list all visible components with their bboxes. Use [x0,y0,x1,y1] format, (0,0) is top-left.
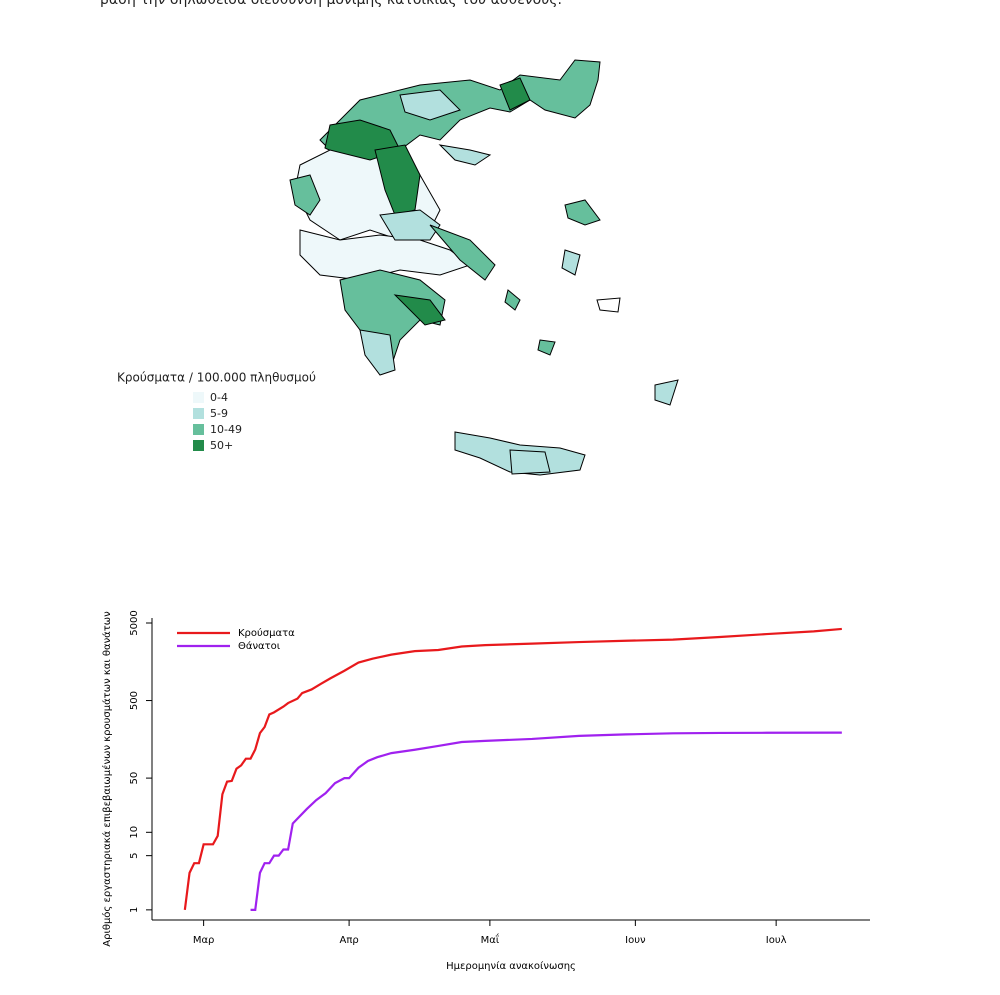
y-tick-label: 5000 [129,610,140,635]
legend-swatch [193,392,204,403]
y-tick-label: 10 [129,826,140,839]
legend-label: Κρούσματα [238,627,295,639]
legend-swatch [193,408,204,419]
y-tick-label: 5 [129,852,140,858]
x-tick-label: Μαΐ [481,932,500,946]
map: Κρούσματα / 100.000 πληθυσμού 0-4 5-9 10-49… [117,59,679,476]
legend-label: Θάνατοι [238,640,281,652]
legend-swatch [193,440,204,451]
legend-swatch [193,424,204,435]
map-regions [289,59,679,476]
y-axis-label: Αριθμός εργαστηριακά επιβεβαιωμένων κρου… [101,611,113,947]
y-tick-label: 50 [129,772,140,785]
legend-title: Κρούσματα / 100.000 πληθυσμού [117,371,316,385]
legend-label: 0-4 [210,391,228,404]
y-tick-label: 500 [129,691,140,710]
line-series [250,731,842,911]
x-tick-label: Ιουν [625,935,646,946]
legend-label: 10-49 [210,423,242,436]
legend-label: 5-9 [210,407,228,420]
y-tick-label: 1 [129,907,140,913]
x-tick-label: Απρ [339,935,358,946]
x-tick-label: Ιουλ [766,935,787,946]
header-text: βάση την δηλωθείσα διεύθυνση μόνιμης κατ… [100,0,562,8]
x-axis-label: Ημερομηνία ανακοίνωσης [446,960,576,972]
legend-label: 50+ [210,439,233,452]
line-series [183,627,842,910]
x-tick-label: Μαρ [193,935,215,946]
